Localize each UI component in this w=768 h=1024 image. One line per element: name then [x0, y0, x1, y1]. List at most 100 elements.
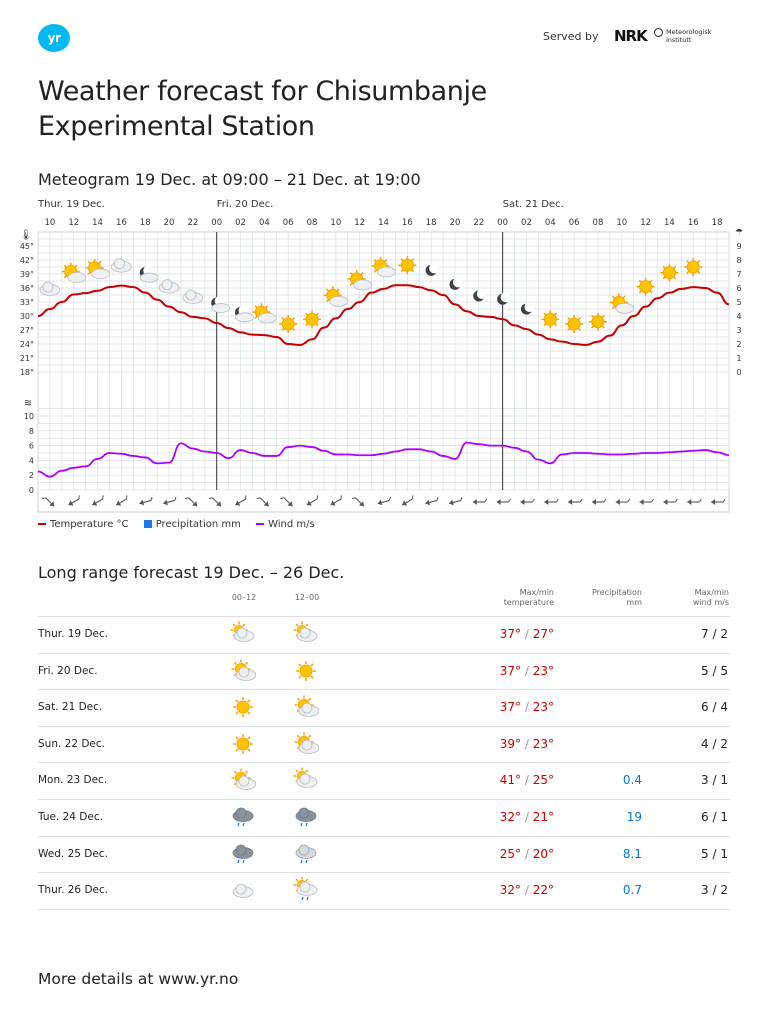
wind-arrow-icon	[615, 498, 631, 505]
arrow-barb	[388, 496, 391, 501]
temp-separator: /	[521, 846, 533, 861]
hour-label: 16	[688, 218, 699, 228]
temp-separator: /	[521, 773, 533, 788]
arrow-head	[192, 501, 198, 507]
temp-separator: /	[521, 883, 533, 898]
hour-label: 00	[211, 218, 222, 228]
cloud-shape	[377, 266, 396, 278]
arrow-head	[49, 501, 55, 507]
hour-label: 14	[378, 218, 389, 228]
forecast-day: Fri. 20 Dec.	[38, 664, 98, 677]
hour-label: 04	[545, 218, 556, 228]
sun-ray	[305, 323, 309, 327]
rain-icon	[293, 804, 319, 830]
arrow-head	[358, 501, 364, 507]
wind-arrow-icon	[711, 498, 726, 505]
long-range-table: Thur. 19 Dec. 37° / 27° 7 / 2 Fri. 20 Dec…	[38, 616, 730, 910]
arrow-barb	[603, 498, 607, 503]
header-temperature: Max/min temperature	[470, 588, 554, 608]
arrow-head	[449, 499, 454, 506]
footer-link[interactable]: More details at www.yr.no	[38, 970, 239, 988]
min-temp: 23°	[532, 663, 554, 678]
sun-ray	[673, 265, 677, 269]
max-min-temperature: 25° / 20°	[500, 847, 554, 861]
day-label: Sat. 21 Dec.	[503, 199, 564, 210]
legend-wind: Wind m/s	[256, 519, 315, 530]
forecast-day: Wed. 25 Dec.	[38, 847, 108, 860]
arrow-head	[116, 500, 122, 506]
wind-arrow-icon	[42, 497, 55, 507]
partly-icon	[293, 694, 320, 720]
met-institute-logo[interactable]: Meteorologisk institutt	[654, 28, 712, 44]
arrow-barb	[280, 497, 285, 499]
forecast-row[interactable]: Sun. 22 Dec. 39° / 23° 4 / 2	[38, 727, 730, 764]
hour-label: 08	[593, 218, 604, 228]
max-temp: 41°	[499, 773, 522, 788]
hour-label: 10	[616, 218, 627, 228]
sun-ray	[554, 323, 558, 327]
forecast-row[interactable]: Thur. 19 Dec. 37° / 27° 7 / 2	[38, 617, 730, 654]
sun-ray	[98, 260, 102, 265]
yr-logo[interactable]: yr	[38, 24, 70, 52]
cloud-puff	[161, 279, 173, 291]
precip-tick: 5	[736, 298, 741, 307]
forecast-row[interactable]: Wed. 25 Dec. 25° / 20° 8.1 5 / 1	[38, 837, 730, 874]
arrow-barb	[412, 495, 414, 500]
cloud-shape	[235, 312, 254, 323]
wind-arrow-icon	[544, 498, 559, 505]
arrow-head	[425, 499, 430, 506]
cloud-puff	[42, 281, 54, 293]
forecast-row[interactable]: Sat. 21 Dec. 37° / 23° 6 / 4	[38, 690, 730, 727]
moon-cut	[476, 289, 487, 299]
partly-cloud-icon	[293, 621, 319, 647]
day-label: Thur. 19 Dec.	[37, 199, 105, 210]
arrow-head	[568, 499, 573, 505]
meteogram-title: Meteogram 19 Dec. at 09:00 – 21 Dec. at …	[38, 170, 421, 189]
sun-icon	[565, 315, 584, 333]
partly-icon	[230, 767, 257, 793]
hour-label: 22	[187, 218, 198, 228]
arrow-barb	[102, 495, 104, 500]
precip-tick: 6	[736, 284, 741, 293]
forecast-row[interactable]: Fri. 20 Dec. 37° / 23° 5 / 5	[38, 654, 730, 691]
hour-label: 02	[235, 218, 246, 228]
arrow-head	[402, 500, 408, 506]
header-prec-line2: mm	[626, 598, 642, 607]
header-temp-line2: temperature	[503, 598, 554, 607]
sun-ray	[696, 260, 701, 264]
met-line1: Meteorologisk	[666, 28, 712, 36]
min-temp: 23°	[532, 700, 554, 715]
sun-icon	[230, 731, 256, 757]
partly-icon	[347, 270, 373, 291]
sun-ray	[662, 265, 666, 269]
min-temp: 25°	[532, 773, 554, 788]
met-line2: institutt	[666, 36, 692, 44]
nrk-logo[interactable]: NRK	[614, 27, 648, 45]
arrow-head	[472, 499, 477, 505]
forecast-row[interactable]: Tue. 24 Dec. 32° / 21° 19 6 / 1	[38, 800, 730, 837]
wind-arrow-icon	[115, 495, 128, 506]
moon-cloud-icon	[235, 305, 254, 323]
moon-cut	[524, 302, 535, 313]
hour-label: 08	[307, 218, 318, 228]
precip-tick: 1	[736, 354, 741, 363]
forecast-row[interactable]: Mon. 23 Dec. 41° / 25° 0.4 3 / 1	[38, 763, 730, 800]
forecast-day: Tue. 24 Dec.	[38, 810, 103, 823]
wind-arrow-icon	[639, 498, 655, 505]
hour-label: 10	[44, 218, 55, 228]
precip-tick: 3	[736, 326, 741, 335]
min-temp: 27°	[532, 627, 554, 641]
sun-ray	[638, 279, 642, 283]
max-temp: 25°	[499, 846, 522, 861]
forecast-row[interactable]: Thur. 26 Dec. 32° / 22° 0.7 3 / 2	[38, 873, 730, 910]
partly-icon	[252, 303, 277, 324]
precip-tick: 0	[736, 368, 741, 377]
wind-arrow-icon	[377, 496, 391, 506]
precip-tick: 8	[736, 256, 741, 265]
arrow-head	[163, 499, 168, 506]
sun-ray	[63, 264, 68, 268]
hour-label: 06	[283, 218, 294, 228]
temp-tick: 36°	[20, 284, 34, 293]
cloudy-icon	[39, 281, 61, 296]
sun-ray	[400, 268, 404, 273]
